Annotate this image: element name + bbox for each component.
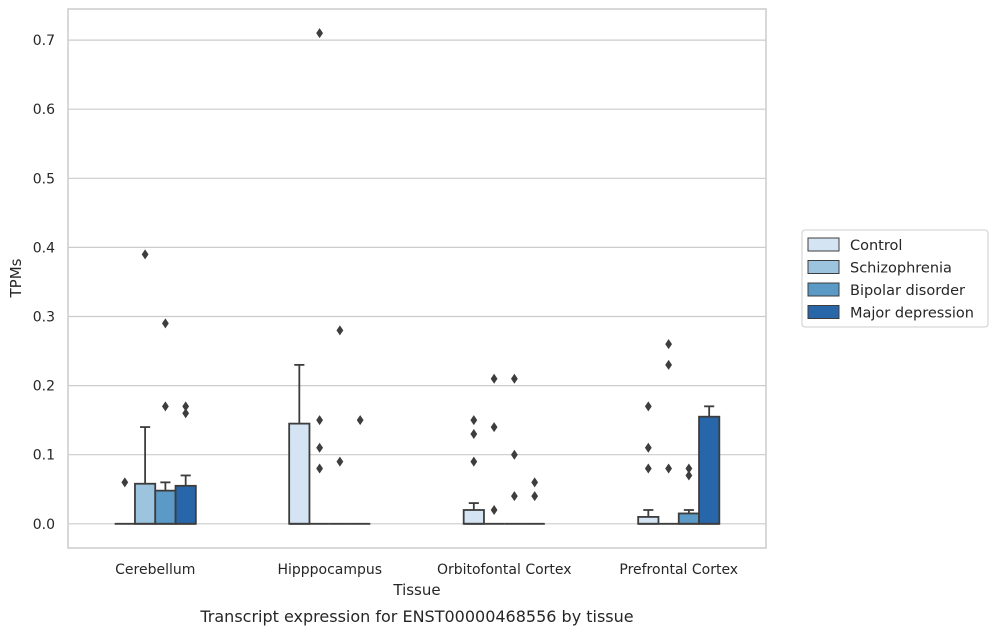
outlier-point [685,463,693,474]
x-tick-label: Hipppocampus [277,562,382,578]
outlier-point [356,415,364,426]
box-groups [114,28,721,525]
outlier-point [316,415,324,426]
x-tick-label: Cerebellum [115,562,195,578]
box-1-0 [288,363,311,525]
y-tick-label: 0.3 [33,310,55,326]
outlier-point [531,491,539,502]
box-3-1 [658,339,679,525]
outlier-point [490,373,498,384]
plot-frame [67,8,767,549]
y-tick-label: 0.6 [33,102,55,118]
box-1-1 [309,28,330,525]
outlier-point [141,249,149,260]
outlier-point [510,449,518,460]
y-tick-labels: 0.0 0.1 0.2 0.3 0.4 0.5 0.6 0.7 [33,33,55,533]
y-tick-label: 0.1 [33,448,55,464]
outlier-point [490,422,498,433]
box-rect [462,509,485,525]
legend-label: Bipolar disorder [850,283,965,299]
box-3-3 [698,405,721,525]
box-rect [698,415,721,525]
legend-label: Schizophrenia [850,261,952,277]
box-0-2 [154,318,177,525]
y-axis-label: TPMs [7,258,25,298]
y-tick-label: 0.5 [33,171,55,187]
y-tick-label: 0.4 [33,240,55,256]
outlier-point [510,491,518,502]
legend-swatch [807,282,840,297]
outlier-point [336,325,344,336]
x-axis-label: Tissue [392,581,440,599]
box-rect [174,484,197,525]
outlier-point [644,442,652,453]
outlier-point [665,359,673,370]
box-0-1 [134,249,157,525]
legend-label: Major depression [850,306,974,322]
legend-swatch [807,237,840,252]
outlier-point [490,504,498,515]
box-2-3 [524,477,545,525]
box-rect [154,489,177,525]
outlier-point [161,401,169,412]
legend-item: Bipolar disorder [807,282,965,299]
outlier-point [121,477,129,488]
outlier-point [316,442,324,453]
x-tick-label: Orbitofontal Cortex [437,562,572,578]
outlier-point [644,401,652,412]
outlier-point [470,428,478,439]
outlier-point [182,401,190,412]
outlier-point [316,463,324,474]
box-1-2 [329,325,351,525]
legend: Control Schizophrenia Bipolar disorder Majo… [801,229,989,328]
chart-caption: Transcript expression for ENST0000046855… [199,607,633,626]
box-rect [134,482,157,525]
x-tick-labels: Cerebellum Hipppocampus Orbitofontal Corte… [115,562,738,578]
outlier-point [531,477,539,488]
grid-lines [68,39,766,525]
legend-label: Control [850,238,902,254]
box-rect [677,512,700,525]
outlier-point [665,339,673,350]
outlier-point [336,456,344,467]
y-tick-label: 0.0 [33,517,55,533]
outlier-point [316,28,324,39]
box-rect [637,516,660,525]
box-2-1 [483,373,505,525]
outlier-point [161,318,169,329]
outlier-point [470,456,478,467]
box-1-3 [350,415,371,525]
legend-frame [801,229,989,328]
outlier-point [182,408,190,419]
box-3-2 [677,463,700,525]
y-tick-label: 0.7 [33,33,55,49]
x-tick-label: Prefrontal Cortex [619,562,738,578]
outlier-point [665,463,673,474]
legend-swatch [807,305,840,319]
legend-item: Control [807,237,902,254]
y-tick-label: 0.2 [33,379,55,395]
legend-item: Major depression [807,305,974,322]
box-2-2 [504,373,525,525]
outlier-point [685,470,693,481]
legend-swatch [807,260,840,274]
box-rect [288,422,311,525]
box-3-0 [637,401,660,525]
box-0-0 [114,477,135,525]
outlier-point [644,463,652,474]
box-2-0 [462,415,485,525]
legend-item: Schizophrenia [807,260,952,277]
outlier-point [470,415,478,426]
outlier-point [510,373,518,384]
box-0-3 [174,401,197,525]
